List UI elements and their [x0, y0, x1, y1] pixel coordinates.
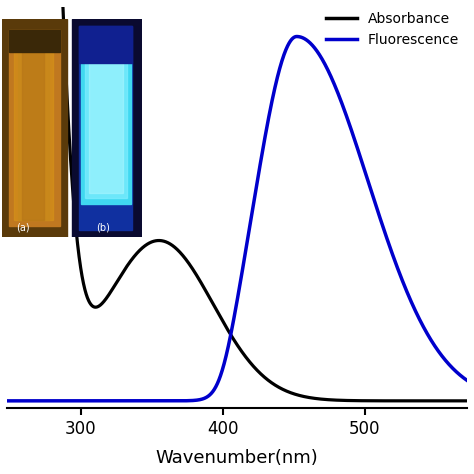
X-axis label: Wavenumber(nm): Wavenumber(nm)	[155, 449, 319, 467]
Bar	[9, 30, 60, 226]
Bar	[79, 26, 132, 230]
Bar	[22, 41, 44, 219]
Bar	[89, 52, 123, 193]
Bar	[79, 26, 132, 63]
Bar	[85, 45, 127, 198]
Bar	[81, 41, 131, 204]
Bar	[2, 19, 67, 237]
Bar	[72, 19, 142, 237]
Text: (a): (a)	[17, 222, 30, 232]
Bar	[14, 41, 53, 219]
Legend: Absorbance, Fluorescence: Absorbance, Fluorescence	[321, 6, 465, 52]
Bar	[18, 41, 48, 219]
Text: (b): (b)	[96, 222, 110, 232]
Bar	[9, 30, 60, 52]
